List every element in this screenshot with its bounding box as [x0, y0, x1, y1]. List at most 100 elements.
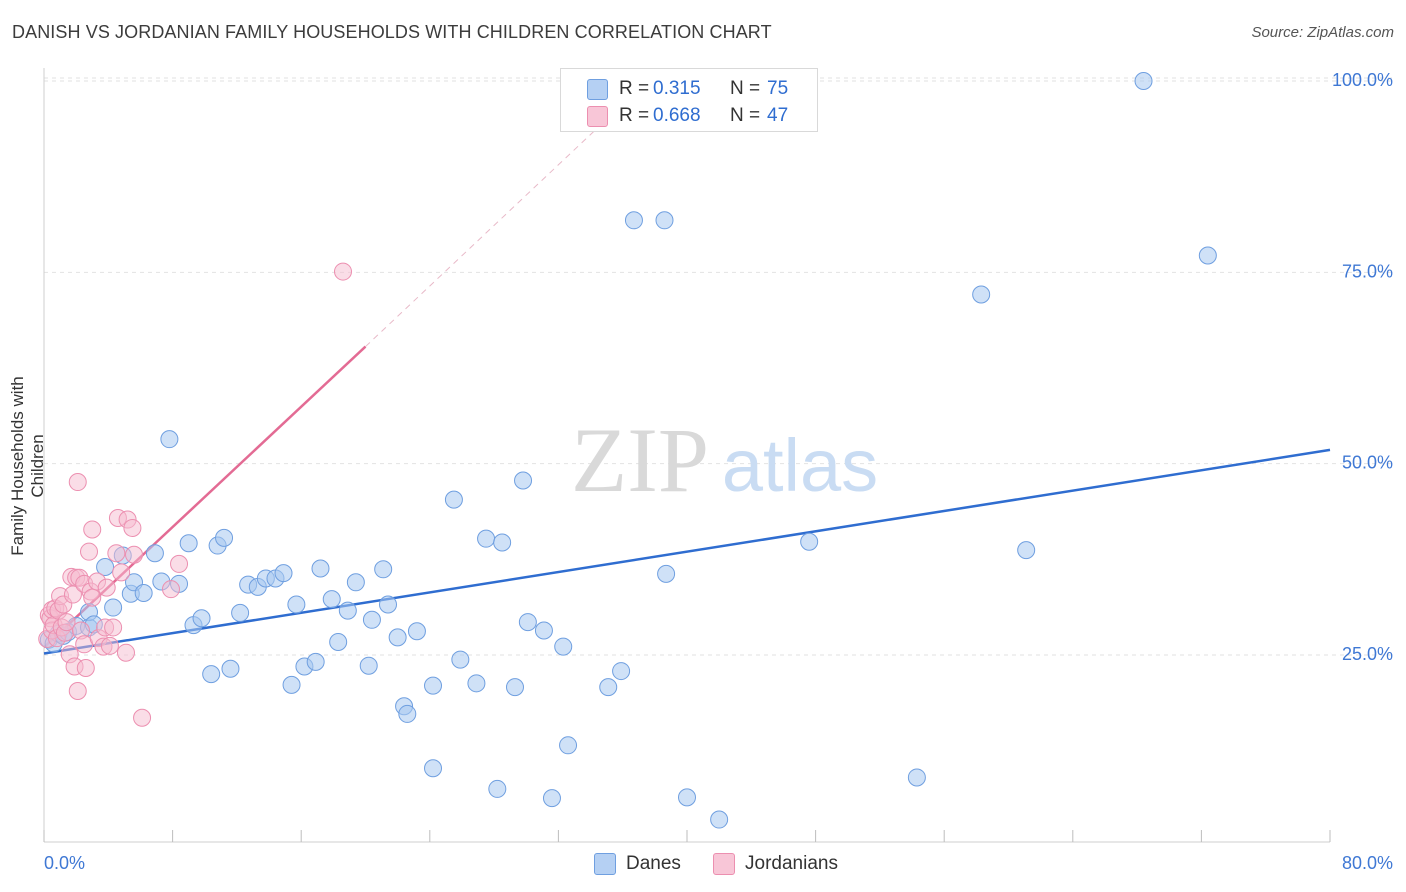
- point-jordanians: [83, 588, 102, 607]
- tick-labels: 25.0% 50.0% 75.0% 100.0% 0.0% 80.0%: [44, 70, 1393, 873]
- point-danes: [488, 779, 507, 798]
- trend-layer: [43, 126, 1331, 655]
- point-danes: [179, 534, 198, 553]
- point-danes: [202, 665, 221, 684]
- point-danes: [1017, 541, 1036, 560]
- point-danes: [612, 662, 631, 681]
- point-jordanians: [170, 554, 189, 573]
- point-danes: [145, 544, 164, 563]
- point-jordanians: [76, 659, 95, 678]
- point-jordanians: [123, 518, 142, 537]
- watermark-atlas: atlas: [722, 424, 878, 507]
- point-danes: [282, 675, 301, 694]
- x-tick-label-min: 0.0%: [44, 853, 85, 873]
- point-jordanians: [100, 636, 119, 655]
- point-jordanians: [83, 520, 102, 539]
- point-danes: [1134, 72, 1153, 90]
- point-danes: [160, 430, 179, 449]
- point-jordanians: [57, 613, 76, 632]
- point-danes: [379, 595, 398, 614]
- point-danes: [505, 678, 524, 697]
- point-danes: [534, 621, 553, 640]
- point-danes: [374, 560, 393, 579]
- point-danes: [362, 610, 381, 629]
- point-jordanians: [68, 473, 87, 492]
- y-tick-label-25: 25.0%: [1342, 644, 1393, 664]
- point-danes: [518, 613, 537, 632]
- point-danes: [322, 590, 341, 609]
- bottom-legend-swatch-jordanians: [713, 853, 735, 875]
- legend-r-value-danes: 0.315: [653, 78, 701, 99]
- point-danes: [657, 564, 676, 583]
- point-jordanians: [107, 544, 126, 563]
- point-danes: [599, 678, 618, 697]
- point-danes: [972, 285, 991, 304]
- legend-n-value-jordanians: 47: [767, 105, 789, 126]
- point-danes: [424, 676, 443, 695]
- chart-title: DANISH VS JORDANIAN FAMILY HOUSEHOLDS WI…: [12, 22, 772, 42]
- stats-legend: R = 0.315 N = 75 R = 0.668 N = 47: [560, 68, 818, 132]
- point-danes: [907, 768, 926, 787]
- y-tick-label-50: 50.0%: [1342, 453, 1393, 473]
- x-tick-label-max: 80.0%: [1342, 853, 1393, 873]
- point-jordanians: [68, 681, 87, 700]
- bottom-legend-swatch-danes: [594, 853, 616, 875]
- point-danes: [493, 533, 512, 552]
- legend-n-label: N =: [730, 78, 761, 99]
- source-credit: Source: ZipAtlas.com: [1251, 24, 1394, 41]
- point-jordanians: [104, 618, 123, 637]
- point-jordanians: [80, 542, 99, 561]
- point-danes: [287, 595, 306, 614]
- y-tick-label-75: 75.0%: [1342, 261, 1393, 281]
- legend-r-label: R =: [619, 78, 650, 99]
- point-danes: [221, 659, 240, 678]
- point-jordanians: [125, 545, 144, 564]
- point-danes: [542, 789, 561, 808]
- point-danes: [678, 788, 696, 807]
- point-danes: [624, 211, 643, 230]
- point-danes: [554, 637, 573, 656]
- point-danes: [231, 603, 250, 622]
- point-danes: [388, 628, 407, 647]
- point-jordanians: [161, 580, 180, 599]
- point-jordanians: [112, 563, 131, 582]
- bottom-legend-label-danes: Danes: [626, 853, 681, 874]
- watermark-zip: ZIP: [571, 409, 709, 511]
- point-danes: [800, 532, 819, 551]
- legend-swatch-jordanians: [587, 106, 608, 127]
- point-danes: [346, 573, 365, 592]
- point-danes: [306, 652, 325, 671]
- point-danes: [444, 490, 463, 509]
- point-danes: [192, 609, 211, 628]
- point-danes: [655, 211, 674, 230]
- point-jordanians: [116, 643, 135, 662]
- point-danes: [451, 650, 470, 669]
- bottom-legend-label-jordanians: Jordanians: [745, 853, 838, 874]
- point-jordanians: [133, 708, 152, 727]
- point-danes: [559, 736, 578, 755]
- trend-line-danes: [43, 448, 1331, 655]
- point-danes: [407, 622, 426, 641]
- point-danes: [477, 529, 496, 548]
- grid-layer: [44, 77, 1392, 656]
- point-danes: [398, 704, 417, 723]
- trend-extension-jordanians: [365, 126, 599, 347]
- legend-n-label: N =: [730, 105, 761, 126]
- legend-swatch-danes: [587, 79, 608, 100]
- watermark: ZIP atlas: [571, 409, 878, 511]
- point-danes: [710, 810, 729, 829]
- point-danes: [1198, 246, 1217, 265]
- point-jordanians: [97, 578, 116, 597]
- point-danes: [215, 528, 234, 547]
- point-danes: [338, 601, 357, 620]
- point-danes: [359, 656, 378, 675]
- point-danes: [514, 471, 533, 490]
- legend-n-value-danes: 75: [767, 78, 789, 99]
- point-danes: [467, 674, 486, 693]
- point-danes: [274, 564, 293, 583]
- point-danes: [134, 584, 153, 603]
- points-layer: [38, 72, 1217, 829]
- point-danes: [96, 557, 115, 576]
- point-danes: [104, 598, 123, 617]
